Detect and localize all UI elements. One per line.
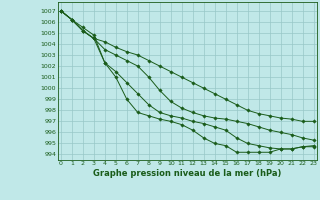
X-axis label: Graphe pression niveau de la mer (hPa): Graphe pression niveau de la mer (hPa) xyxy=(93,169,281,178)
